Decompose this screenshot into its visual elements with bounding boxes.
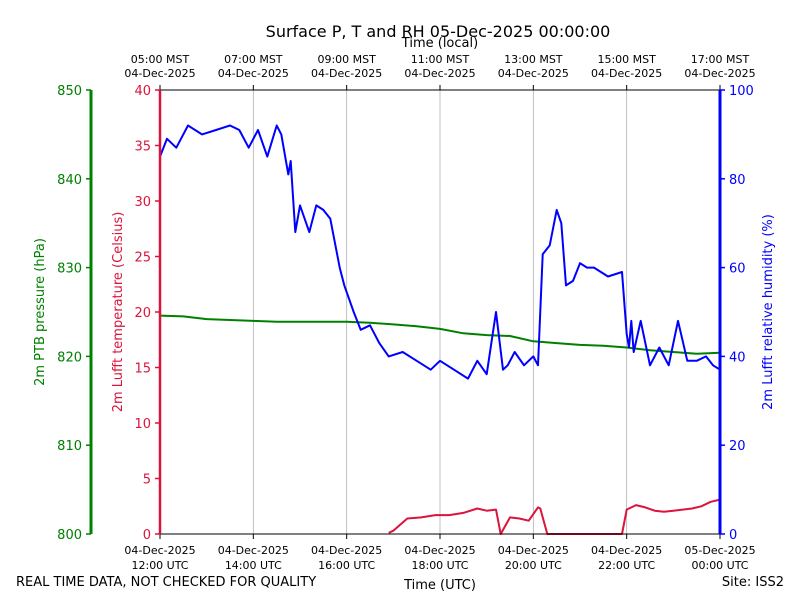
x-tick-time-label: 00:00 UTC — [691, 559, 748, 572]
top-tick-time-label: 17:00 MST — [691, 53, 750, 66]
top-tick-date-label: 04-Dec-2025 — [591, 67, 662, 80]
top-axis-label: Time (local) — [401, 36, 478, 51]
humidity-tick-label: 100 — [729, 84, 754, 99]
humidity-tick-label: 40 — [729, 350, 746, 365]
x-tick-date-label: 05-Dec-2025 — [684, 544, 755, 557]
top-tick-date-label: 04-Dec-2025 — [404, 67, 475, 80]
x-tick-time-label: 18:00 UTC — [411, 559, 468, 572]
top-tick-time-label: 15:00 MST — [597, 53, 656, 66]
pressure-series-line — [159, 314, 721, 355]
x-tick-date-label: 04-Dec-2025 — [404, 544, 475, 557]
temperature-tick-label: 0 — [143, 528, 151, 543]
temperature-tick-label: 10 — [134, 417, 151, 432]
temperature-tick-label: 5 — [143, 473, 151, 488]
temperature-tick-label: 40 — [134, 84, 151, 99]
x-tick-date-label: 04-Dec-2025 — [498, 544, 569, 557]
temperature-tick-label: 20 — [134, 306, 151, 321]
temperature-axis-label: 2m Lufft temperature (Celsius) — [111, 212, 126, 413]
axes-layer — [86, 85, 725, 539]
x-tick-time-label: 16:00 UTC — [318, 559, 375, 572]
pressure-tick-label: 850 — [57, 84, 82, 99]
temperature-series-line — [388, 498, 721, 535]
top-tick-date-label: 04-Dec-2025 — [498, 67, 569, 80]
humidity-tick-label: 80 — [729, 173, 746, 188]
x-tick-date-label: 04-Dec-2025 — [218, 544, 289, 557]
x-tick-date-label: 04-Dec-2025 — [591, 544, 662, 557]
top-tick-date-label: 04-Dec-2025 — [218, 67, 289, 80]
pressure-tick-label: 820 — [57, 350, 82, 365]
x-tick-time-label: 12:00 UTC — [131, 559, 188, 572]
x-tick-time-label: 20:00 UTC — [505, 559, 562, 572]
top-tick-date-label: 04-Dec-2025 — [311, 67, 382, 80]
chart-title: Surface P, T and RH 05-Dec-2025 00:00:00 — [266, 22, 611, 41]
x-tick-date-label: 04-Dec-2025 — [124, 544, 195, 557]
humidity-tick-label: 20 — [729, 439, 746, 454]
humidity-series-line — [159, 124, 721, 380]
labels-layer: 04-Dec-2025 12:00 UTC 04-Dec-2025 14:00 UTC… — [33, 53, 776, 572]
gridlines — [159, 90, 721, 534]
pressure-tick-label: 840 — [57, 173, 82, 188]
temperature-tick-label: 30 — [134, 195, 151, 210]
temperature-tick-label: 35 — [134, 140, 151, 155]
x-tick-date-label: 04-Dec-2025 — [311, 544, 382, 557]
pressure-tick-label: 800 — [57, 528, 82, 543]
series-layer — [159, 124, 721, 535]
temperature-tick-label: 15 — [134, 362, 151, 377]
x-axis-label: Time (UTC) — [403, 578, 476, 593]
top-tick-date-label: 04-Dec-2025 — [684, 67, 755, 80]
quality-disclaimer: REAL TIME DATA, NOT CHECKED FOR QUALITY — [16, 575, 317, 590]
humidity-tick-label: 0 — [729, 528, 737, 543]
humidity-tick-label: 60 — [729, 262, 746, 277]
top-tick-time-label: 05:00 MST — [131, 53, 190, 66]
pressure-tick-label: 810 — [57, 439, 82, 454]
pressure-axis-label: 2m PTB pressure (hPa) — [33, 238, 48, 386]
x-tick-time-label: 22:00 UTC — [598, 559, 655, 572]
temperature-tick-label: 25 — [134, 251, 151, 266]
top-tick-time-label: 09:00 MST — [317, 53, 376, 66]
pressure-tick-label: 830 — [57, 262, 82, 277]
humidity-axis-label: 2m Lufft relative humidity (%) — [761, 214, 776, 410]
top-tick-time-label: 11:00 MST — [411, 53, 470, 66]
top-tick-time-label: 07:00 MST — [224, 53, 283, 66]
top-tick-time-label: 13:00 MST — [504, 53, 563, 66]
x-tick-time-label: 14:00 UTC — [225, 559, 282, 572]
top-tick-date-label: 04-Dec-2025 — [124, 67, 195, 80]
site-label: Site: ISS2 — [721, 575, 784, 590]
